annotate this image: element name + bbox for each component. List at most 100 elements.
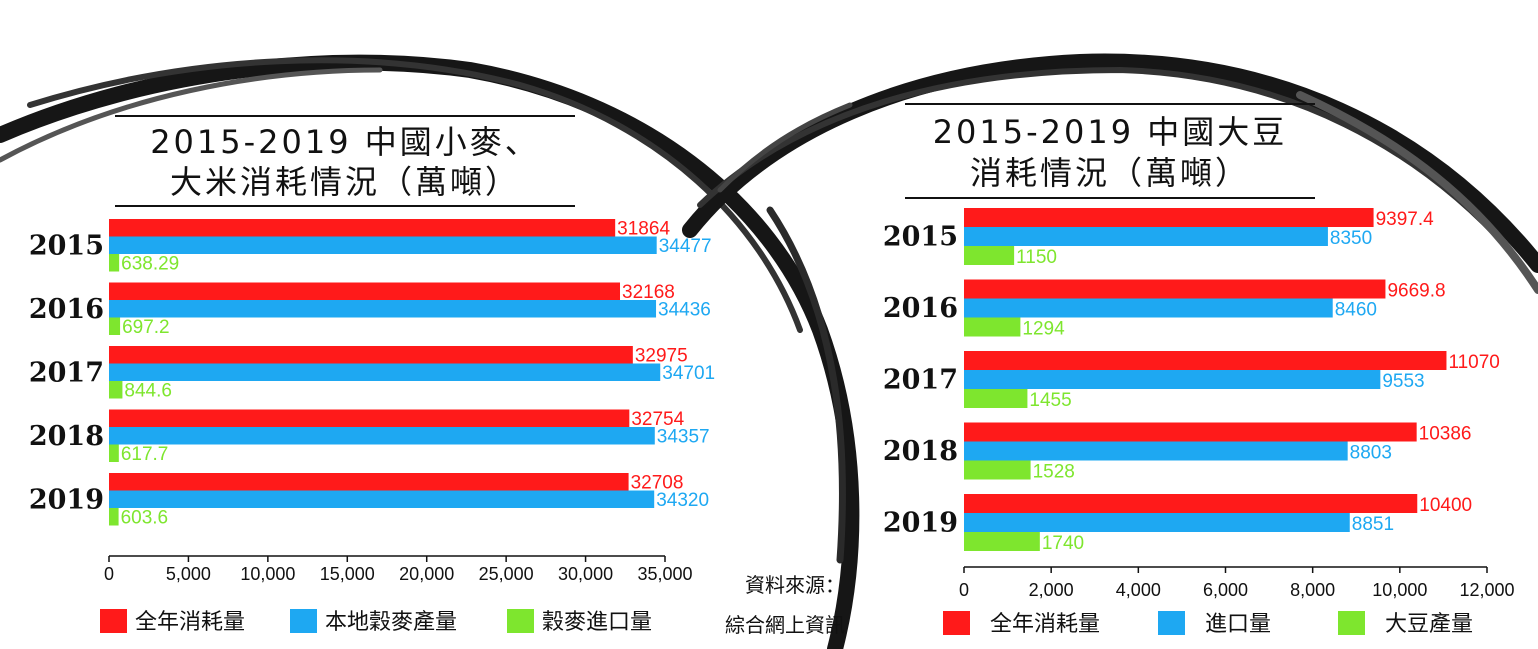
- year-label: 2017: [883, 365, 958, 396]
- data-label: 8460: [1335, 300, 1377, 321]
- brush-circle-right: [682, 53, 1538, 294]
- data-label: 1528: [1033, 462, 1075, 483]
- x-tick-label: 5,000: [166, 564, 211, 584]
- year-label: 2015: [29, 230, 104, 261]
- bar-import-2017: [964, 389, 1028, 408]
- data-label: 1455: [1029, 390, 1071, 411]
- data-label: 32168: [622, 282, 675, 303]
- bar-consumption-2015: [964, 208, 1374, 227]
- bar-production-2019: [109, 490, 655, 508]
- data-label: 31864: [617, 219, 670, 240]
- year-label: 2017: [29, 357, 104, 388]
- x-tick-label: 8,000: [1290, 580, 1335, 600]
- brush-circle-left: [0, 54, 860, 649]
- right-chart-title-line1: 2015-2019 中國大豆: [933, 113, 1288, 151]
- bar-import-2016: [964, 317, 1021, 337]
- legend-label: 大豆產量: [1385, 612, 1473, 637]
- source-text: 綜合網上資訊: [725, 613, 845, 637]
- data-label: 638.29: [121, 254, 179, 275]
- data-label: 8803: [1350, 443, 1392, 464]
- legend-label: 本地穀麥產量: [325, 610, 457, 635]
- x-tick-label: 10,000: [240, 564, 295, 584]
- legend-swatch: [290, 609, 317, 633]
- legend-swatch: [100, 609, 127, 633]
- data-label: 844.6: [124, 381, 172, 402]
- legend-swatch: [507, 609, 534, 633]
- bar-import-2018: [964, 460, 1031, 480]
- x-tick-label: 12,000: [1459, 580, 1514, 600]
- source-label: 資料來源：: [745, 573, 845, 597]
- legend-label: 全年消耗量: [990, 612, 1100, 637]
- right-bar-chart: 0 2,000 4,000 6,000 8,000 10,000 12,000 2015 939…: [883, 208, 1515, 637]
- data-label: 1294: [1022, 319, 1065, 340]
- legend-swatch: [1338, 611, 1365, 635]
- bar-consumption-2018: [109, 409, 630, 427]
- year-label: 2018: [29, 421, 104, 452]
- bar-production-2015: [109, 236, 657, 254]
- bar-consumption-2018: [964, 422, 1417, 442]
- data-label: 1740: [1042, 533, 1084, 554]
- data-label: 10400: [1419, 495, 1472, 516]
- data-label: 34701: [662, 363, 715, 384]
- data-label: 1150: [1016, 247, 1057, 268]
- bar-import-2015: [964, 246, 1015, 265]
- legend-label: 穀麥進口量: [542, 610, 652, 635]
- data-label: 32975: [635, 346, 688, 367]
- bar-production-2017: [109, 363, 661, 381]
- bar-import-2018: [109, 444, 119, 462]
- data-label: 34477: [659, 236, 712, 257]
- x-tick-label: 25,000: [479, 564, 534, 584]
- year-label: 2015: [883, 222, 958, 253]
- bar-production-2015: [964, 227, 1328, 246]
- bar-consumption-2016: [109, 282, 621, 300]
- left-bar-chart: 0 5,000 10,000 15,000 20,000 25,000 30,000 35,0…: [29, 219, 715, 636]
- bar-consumption-2016: [964, 279, 1386, 299]
- x-tick-label: 15,000: [320, 564, 375, 584]
- bar-production-2016: [109, 300, 657, 318]
- data-label: 10386: [1419, 424, 1472, 445]
- bar-import-2016: [109, 317, 121, 335]
- bar-production-2018: [964, 441, 1348, 461]
- year-label: 2016: [883, 293, 958, 324]
- bar-consumption-2017: [964, 351, 1447, 370]
- x-tick-label: 0: [959, 580, 969, 600]
- data-label: 32754: [631, 409, 684, 430]
- data-label: 603.6: [121, 508, 169, 529]
- data-label: 34357: [657, 427, 710, 448]
- left-chart-title-line2: 大米消耗情況（萬噸）: [170, 163, 520, 201]
- x-tick-label: 6,000: [1203, 580, 1248, 600]
- legend-swatch: [943, 611, 970, 635]
- legend-swatch: [1158, 611, 1185, 635]
- legend-label: 進口量: [1205, 612, 1271, 637]
- x-tick-label: 35,000: [637, 564, 692, 584]
- bar-import-2019: [109, 508, 119, 526]
- x-tick-label: 10,000: [1372, 580, 1427, 600]
- bar-consumption-2015: [109, 219, 616, 237]
- year-label: 2018: [883, 436, 958, 467]
- left-chart-title-line1: 2015-2019 中國小麥、: [150, 123, 540, 161]
- data-label: 9553: [1382, 371, 1424, 392]
- bar-import-2017: [109, 381, 123, 399]
- x-tick-label: 0: [104, 564, 114, 584]
- data-label: 11070: [1448, 352, 1499, 373]
- year-label: 2019: [29, 484, 104, 515]
- legend-label: 全年消耗量: [135, 610, 245, 635]
- bar-production-2019: [964, 513, 1350, 532]
- data-label: 34436: [658, 300, 711, 321]
- data-label: 34320: [656, 490, 709, 511]
- right-chart-title-line2: 消耗情況（萬噸）: [970, 154, 1250, 192]
- x-tick-label: 2,000: [1029, 580, 1074, 600]
- x-tick-label: 20,000: [399, 564, 454, 584]
- year-label: 2016: [29, 294, 104, 325]
- year-label: 2019: [883, 508, 958, 539]
- bar-consumption-2017: [109, 346, 633, 364]
- data-label: 9669.8: [1387, 281, 1445, 302]
- bar-production-2017: [964, 370, 1381, 389]
- bar-consumption-2019: [964, 494, 1418, 513]
- bar-production-2018: [109, 427, 655, 445]
- data-label: 617.7: [121, 444, 169, 465]
- bar-production-2016: [964, 298, 1333, 318]
- bar-consumption-2019: [109, 473, 629, 491]
- bar-import-2019: [964, 532, 1040, 551]
